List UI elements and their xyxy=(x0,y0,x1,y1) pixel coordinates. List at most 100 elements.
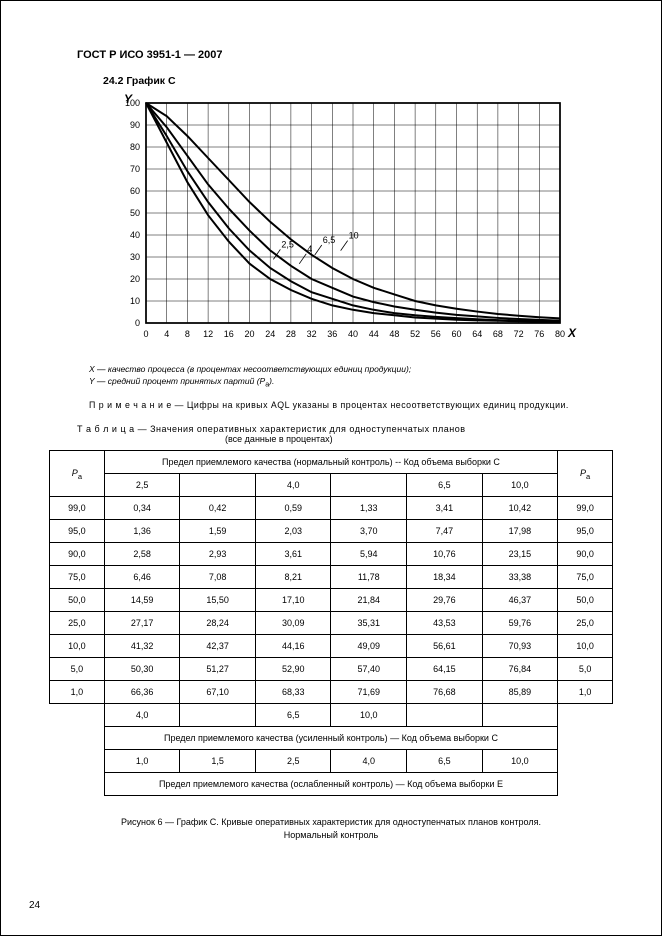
val-cell: 18,34 xyxy=(407,566,483,589)
svg-text:56: 56 xyxy=(431,329,441,339)
pa-cell: 75,0 xyxy=(50,566,105,589)
val-cell: 5,94 xyxy=(331,543,407,566)
aql-bottom2: 1,5 xyxy=(180,750,256,773)
aql-bottom: 4,0 xyxy=(104,704,180,727)
svg-text:20: 20 xyxy=(244,329,254,339)
oc-table: PаПредел приемлемого качества (нормальны… xyxy=(49,450,613,796)
val-cell: 10,76 xyxy=(407,543,483,566)
aql-col-0: 2,5 xyxy=(104,474,180,497)
note-text: Цифры на кривых AQL указаны в процентах … xyxy=(187,400,569,410)
val-cell: 76,84 xyxy=(482,658,558,681)
val-cell: 43,53 xyxy=(407,612,483,635)
aql-bottom2: 6,5 xyxy=(407,750,483,773)
svg-text:52: 52 xyxy=(410,329,420,339)
val-cell: 23,15 xyxy=(482,543,558,566)
svg-text:8: 8 xyxy=(185,329,190,339)
val-cell: 11,78 xyxy=(331,566,407,589)
legend-y-prefix: Y — средний процент принятых партий ( xyxy=(89,376,260,386)
val-cell: 35,31 xyxy=(331,612,407,635)
svg-text:0: 0 xyxy=(135,318,140,328)
table-caption: Т а б л и ц а — Значения оперативных хар… xyxy=(77,424,633,444)
val-cell: 8,21 xyxy=(255,566,331,589)
table-cell xyxy=(558,727,613,750)
table-cell xyxy=(558,750,613,773)
val-cell: 14,59 xyxy=(104,589,180,612)
val-cell: 1,33 xyxy=(331,497,407,520)
svg-text:44: 44 xyxy=(369,329,379,339)
svg-text:6,5: 6,5 xyxy=(323,235,336,245)
val-cell: 57,40 xyxy=(331,658,407,681)
svg-text:90: 90 xyxy=(130,120,140,130)
svg-text:10: 10 xyxy=(130,296,140,306)
svg-text:16: 16 xyxy=(224,329,234,339)
pa-cell: 25,0 xyxy=(50,612,105,635)
svg-text:28: 28 xyxy=(286,329,296,339)
val-cell: 64,15 xyxy=(407,658,483,681)
col-pa-right: Pа xyxy=(558,451,613,497)
aql-bottom2: 4,0 xyxy=(331,750,407,773)
val-cell: 49,09 xyxy=(331,635,407,658)
table-caption-text: Значения оперативных характеристик для о… xyxy=(150,424,465,434)
svg-text:Y: Y xyxy=(124,93,133,106)
val-cell: 17,98 xyxy=(482,520,558,543)
val-cell: 28,24 xyxy=(180,612,256,635)
legend-x: X — качество процесса (в процентах несоо… xyxy=(89,364,411,374)
val-cell: 6,46 xyxy=(104,566,180,589)
svg-text:24: 24 xyxy=(265,329,275,339)
aql-col-2: 4,0 xyxy=(255,474,331,497)
val-cell: 2,58 xyxy=(104,543,180,566)
val-cell: 67,10 xyxy=(180,681,256,704)
val-cell: 3,61 xyxy=(255,543,331,566)
pa-cell-right: 5,0 xyxy=(558,658,613,681)
note: П р и м е ч а н и е — Цифры на кривых AQ… xyxy=(89,400,633,410)
pa-cell-right: 95,0 xyxy=(558,520,613,543)
svg-text:70: 70 xyxy=(130,164,140,174)
band-loose: Предел приемлемого качества (ослабленный… xyxy=(104,773,557,796)
svg-text:60: 60 xyxy=(130,186,140,196)
svg-text:0: 0 xyxy=(143,329,148,339)
table-cell xyxy=(50,704,105,727)
val-cell: 0,34 xyxy=(104,497,180,520)
table-cell xyxy=(558,704,613,727)
val-cell: 85,89 xyxy=(482,681,558,704)
val-cell: 3,70 xyxy=(331,520,407,543)
chart-svg: 0481216202428323640444852566064687276800… xyxy=(104,93,584,353)
svg-text:76: 76 xyxy=(534,329,544,339)
svg-text:40: 40 xyxy=(348,329,358,339)
val-cell: 46,37 xyxy=(482,589,558,612)
pa-cell: 90,0 xyxy=(50,543,105,566)
val-cell: 68,33 xyxy=(255,681,331,704)
val-cell: 2,03 xyxy=(255,520,331,543)
aql-bottom2: 1,0 xyxy=(104,750,180,773)
figure-caption-line2: Нормальный контроль xyxy=(29,829,633,842)
figure-caption-line1: Рисунок 6 — График C. Кривые оперативных… xyxy=(29,816,633,829)
pa-cell-right: 50,0 xyxy=(558,589,613,612)
val-cell: 2,93 xyxy=(180,543,256,566)
table-caption-prefix: Т а б л и ц а — xyxy=(77,424,150,434)
svg-text:68: 68 xyxy=(493,329,503,339)
note-prefix: П р и м е ч а н и е — xyxy=(89,400,187,410)
table-cell xyxy=(50,727,105,750)
val-cell: 17,10 xyxy=(255,589,331,612)
page: ГОСТ Р ИСО 3951-1 — 2007 24.2 График C 0… xyxy=(0,0,662,936)
figure-caption: Рисунок 6 — График C. Кривые оперативных… xyxy=(29,816,633,841)
legend-y-suffix: ). xyxy=(269,376,274,386)
svg-text:60: 60 xyxy=(451,329,461,339)
svg-text:80: 80 xyxy=(130,142,140,152)
pa-cell-right: 1,0 xyxy=(558,681,613,704)
section-title: 24.2 График C xyxy=(103,75,633,87)
aql-bottom2: 10,0 xyxy=(482,750,558,773)
val-cell: 76,68 xyxy=(407,681,483,704)
pa-cell: 10,0 xyxy=(50,635,105,658)
header-band: Предел приемлемого качества (нормальный … xyxy=(104,451,557,474)
pa-cell: 99,0 xyxy=(50,497,105,520)
page-number: 24 xyxy=(29,900,40,911)
val-cell: 10,42 xyxy=(482,497,558,520)
svg-text:72: 72 xyxy=(514,329,524,339)
pa-cell: 95,0 xyxy=(50,520,105,543)
pa-cell-right: 25,0 xyxy=(558,612,613,635)
table-cell xyxy=(50,773,105,796)
val-cell: 3,41 xyxy=(407,497,483,520)
pa-cell: 50,0 xyxy=(50,589,105,612)
val-cell: 41,32 xyxy=(104,635,180,658)
